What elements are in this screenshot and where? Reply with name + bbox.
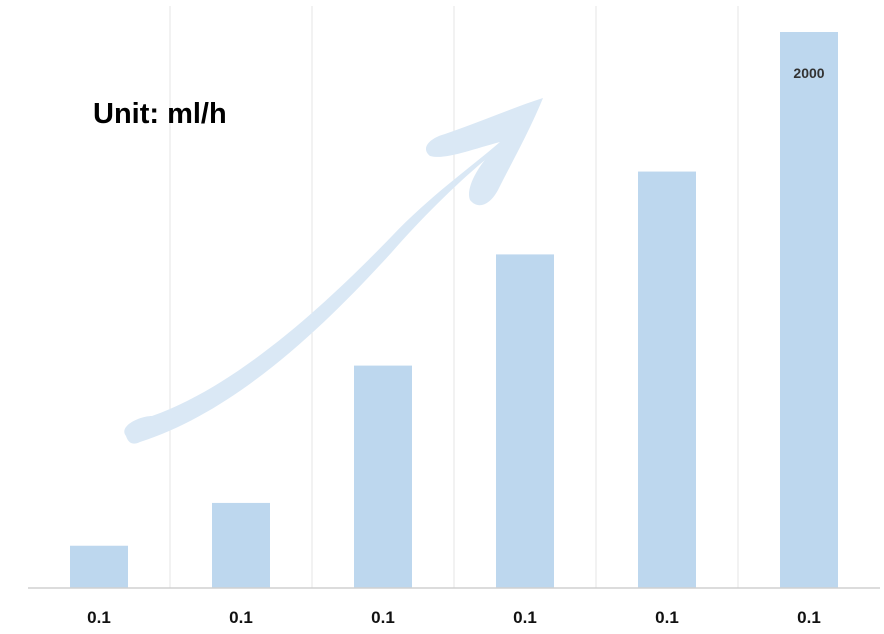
gridlines: [169, 6, 739, 588]
unit-annotation: Unit: ml/h: [93, 98, 227, 130]
bar: [70, 545, 128, 588]
data-labels: 2000: [793, 65, 824, 81]
bars: [70, 32, 838, 588]
trend-arrow-icon: [124, 98, 544, 444]
bar: [212, 502, 270, 588]
bar: [780, 32, 838, 588]
x-tick-label: 0.1: [513, 608, 537, 627]
x-tick-label: 0.1: [797, 608, 821, 627]
x-tick-label: 0.1: [87, 608, 111, 627]
x-tick-labels: 0.1 0.1 0.1 0.1 0.1 0.1: [87, 608, 821, 627]
x-tick-label: 0.1: [371, 608, 395, 627]
x-tick-label: 0.1: [655, 608, 679, 627]
x-tick-label: 0.1: [229, 608, 253, 627]
data-label: 2000: [793, 65, 824, 81]
bar: [354, 365, 412, 588]
bar: [496, 254, 554, 588]
bar: [638, 171, 696, 588]
